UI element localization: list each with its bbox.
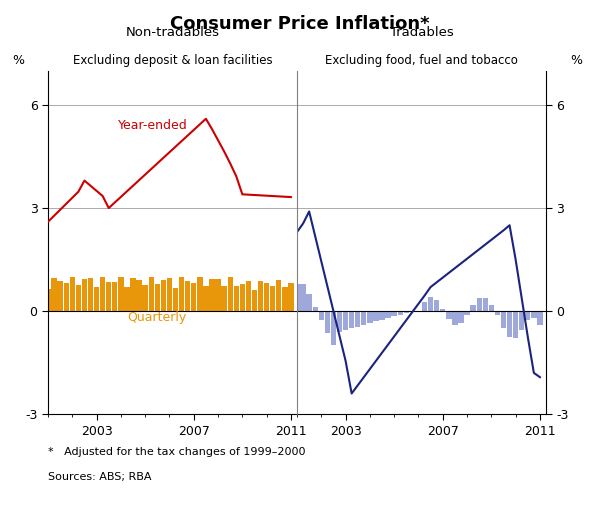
Text: Non-tradables: Non-tradables <box>125 26 220 39</box>
Bar <box>142 285 148 311</box>
Bar <box>355 311 361 327</box>
Bar <box>319 311 324 320</box>
Bar <box>301 284 306 311</box>
Text: Excluding food, fuel and tobacco: Excluding food, fuel and tobacco <box>325 54 518 67</box>
Bar <box>209 279 215 311</box>
Bar <box>246 281 251 311</box>
Text: %: % <box>570 54 582 67</box>
Bar <box>58 281 63 311</box>
Bar <box>349 311 355 328</box>
Bar <box>52 278 57 311</box>
Bar <box>331 311 336 345</box>
Bar <box>325 311 330 332</box>
Bar <box>507 311 512 337</box>
Bar <box>191 283 196 311</box>
Bar <box>276 280 281 311</box>
Bar <box>270 286 275 311</box>
Bar <box>136 280 142 311</box>
Bar <box>264 283 269 311</box>
Bar <box>440 309 445 311</box>
Text: Excluding deposit & loan facilities: Excluding deposit & loan facilities <box>73 54 272 67</box>
Bar <box>167 278 172 311</box>
Text: *   Adjusted for the tax changes of 1999–2000: * Adjusted for the tax changes of 1999–2… <box>48 447 305 457</box>
Bar <box>130 278 136 311</box>
Bar <box>46 289 50 311</box>
Bar <box>458 311 464 323</box>
Bar <box>361 311 367 325</box>
Bar <box>118 277 124 311</box>
Bar <box>470 305 476 311</box>
Text: Sources: ABS; RBA: Sources: ABS; RBA <box>48 472 151 482</box>
Bar <box>313 307 318 311</box>
Bar <box>476 298 482 311</box>
Bar <box>258 281 263 311</box>
Text: %: % <box>12 54 24 67</box>
Bar <box>179 277 184 311</box>
Bar <box>379 311 385 320</box>
Bar <box>82 279 87 311</box>
Bar <box>100 277 106 311</box>
Bar <box>307 294 312 311</box>
Bar <box>373 311 379 321</box>
Bar <box>252 290 257 311</box>
Bar <box>391 311 397 316</box>
Text: Quarterly: Quarterly <box>128 312 187 324</box>
Bar <box>76 285 81 311</box>
Bar <box>482 298 488 311</box>
Bar <box>385 311 391 318</box>
Bar <box>488 306 494 311</box>
Bar <box>452 311 458 325</box>
Bar <box>525 311 530 321</box>
Bar <box>288 283 293 311</box>
Bar <box>422 301 427 311</box>
Bar <box>215 279 221 311</box>
Bar <box>155 284 160 311</box>
Bar <box>537 311 542 325</box>
Bar <box>106 282 112 311</box>
Bar <box>197 277 203 311</box>
Bar <box>70 277 75 311</box>
Bar <box>464 311 470 315</box>
Bar <box>94 287 99 311</box>
Bar <box>434 300 439 311</box>
Bar <box>149 277 154 311</box>
Bar <box>203 286 209 311</box>
Bar <box>367 311 373 323</box>
Text: Tradables: Tradables <box>389 26 454 39</box>
Text: Consumer Price Inflation*: Consumer Price Inflation* <box>170 15 430 33</box>
Bar <box>404 311 409 313</box>
Bar <box>88 278 93 311</box>
Bar <box>173 288 178 311</box>
Bar <box>239 284 245 311</box>
Bar <box>282 287 287 311</box>
Bar <box>428 297 433 311</box>
Bar <box>64 283 69 311</box>
Bar <box>227 277 233 311</box>
Bar <box>161 280 166 311</box>
Bar <box>185 281 190 311</box>
Bar <box>495 311 500 316</box>
Bar <box>343 311 348 330</box>
Bar <box>124 287 130 311</box>
Bar <box>446 311 452 319</box>
Bar <box>531 311 536 318</box>
Bar <box>295 284 299 311</box>
Bar <box>398 311 403 315</box>
Bar <box>112 282 118 311</box>
Bar <box>513 311 518 338</box>
Bar <box>519 311 524 330</box>
Bar <box>501 311 506 328</box>
Bar <box>337 311 342 332</box>
Bar <box>221 286 227 311</box>
Bar <box>233 285 239 311</box>
Text: Year-ended: Year-ended <box>118 119 187 132</box>
